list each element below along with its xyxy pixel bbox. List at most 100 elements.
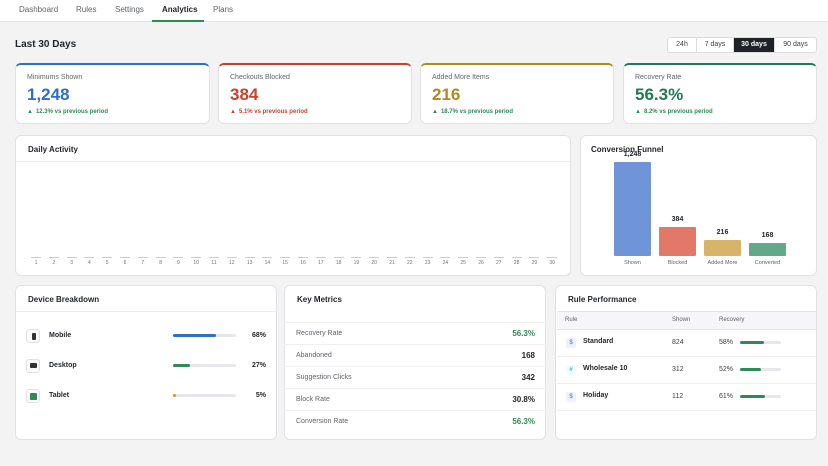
tab-analytics[interactable]: Analytics bbox=[162, 5, 198, 14]
funnel-stage-label: Added More bbox=[707, 260, 738, 266]
daily-bar-baseline bbox=[262, 257, 273, 258]
tab-dashboard[interactable]: Dashboard bbox=[19, 5, 59, 14]
kpi-value: 56.3% bbox=[635, 85, 684, 104]
range-90-days-button[interactable]: 90 days bbox=[783, 41, 808, 48]
day-tick-label: 1 bbox=[34, 260, 38, 266]
metric-label: Suggestion Clicks bbox=[296, 374, 352, 381]
table-row[interactable]: # Wholesale 10 312 52% bbox=[557, 357, 816, 384]
device-breakdown-card: Device Breakdown bbox=[15, 285, 277, 440]
day-tick-label: 6 bbox=[123, 260, 127, 266]
device-share-fill bbox=[173, 334, 216, 337]
daily-bar-baseline bbox=[440, 257, 451, 258]
daily-bar-baseline bbox=[84, 257, 95, 258]
funnel-value-label: 168 bbox=[761, 232, 774, 240]
range-30-days-button[interactable]: 30 days bbox=[734, 38, 775, 52]
daily-activity-title: Daily Activity bbox=[28, 145, 78, 154]
active-tab-indicator bbox=[152, 20, 204, 22]
daily-bar-baseline bbox=[351, 257, 362, 258]
daily-bar-baseline bbox=[209, 257, 219, 258]
kpi-trend-text: 5.1% vs previous period bbox=[238, 109, 308, 115]
day-tick-label: 21 bbox=[389, 260, 395, 266]
day-tick-label: 23 bbox=[424, 260, 431, 266]
desktop-icon bbox=[26, 359, 40, 373]
day-tick-label: 11 bbox=[211, 260, 217, 266]
metric-label: Abandoned bbox=[296, 352, 332, 359]
daily-bar-baseline bbox=[31, 257, 41, 258]
day-tick-label: 19 bbox=[353, 260, 360, 266]
key-metrics-title: Key Metrics bbox=[297, 295, 342, 304]
kpi-trend-text: 8.2% vs previous period bbox=[643, 109, 713, 115]
metric-label: Conversion Rate bbox=[296, 418, 349, 425]
day-tick-label: 3 bbox=[70, 260, 73, 266]
metric-value: 56.3% bbox=[512, 417, 535, 426]
metric-label: Block Rate bbox=[296, 396, 330, 403]
device-row-mobile: Mobile 68% bbox=[26, 329, 266, 343]
day-tick-label: 5 bbox=[105, 260, 109, 266]
day-tick-label: 10 bbox=[193, 260, 199, 266]
kpi-label: Added More Items bbox=[432, 74, 490, 81]
conversion-funnel-card: Conversion Funnel 1,248 Shown 384 Blocked 21… bbox=[580, 135, 817, 276]
recovery-bar-fill bbox=[740, 368, 762, 371]
kpi-trend-text: 12.3% vs previous period bbox=[35, 109, 108, 115]
dollar-icon: $ bbox=[566, 392, 576, 402]
recovery-bar bbox=[740, 395, 781, 398]
daily-bar-baseline bbox=[298, 257, 308, 258]
column-header-shown[interactable]: Shown bbox=[672, 317, 691, 323]
day-tick-label: 24 bbox=[442, 260, 449, 266]
metric-value: 168 bbox=[521, 351, 535, 360]
tab-plans[interactable]: Plans bbox=[213, 5, 234, 14]
daily-bar-baseline bbox=[120, 257, 130, 258]
rule-shown: 824 bbox=[672, 339, 684, 346]
funnel-bar-added-more bbox=[704, 239, 741, 256]
kpi-trend: ▲ 5.1% vs previous period bbox=[230, 109, 308, 115]
metric-row-abandoned: Abandoned 168 bbox=[284, 344, 546, 366]
kpi-trend-text: 18.7% vs previous period bbox=[440, 109, 513, 115]
rule-performance-card: Rule Performance bbox=[555, 285, 817, 440]
device-percentage: 68% bbox=[251, 332, 266, 339]
tablet-icon bbox=[26, 389, 40, 403]
daily-bar-baseline bbox=[315, 257, 326, 258]
funnel-stage-label: Shown bbox=[624, 260, 641, 266]
arrow-up-icon: ▲ bbox=[230, 109, 236, 115]
daily-bar-baseline bbox=[493, 257, 504, 258]
device-row-tablet: Tablet 5% bbox=[26, 389, 266, 403]
kpi-label: Minimums Shown bbox=[27, 74, 83, 81]
daily-bar-baseline bbox=[529, 257, 540, 258]
funnel-bar-shown bbox=[614, 162, 651, 256]
funnel-bar-blocked bbox=[659, 227, 696, 256]
arrow-up-icon: ▲ bbox=[432, 109, 438, 115]
rule-name: Standard bbox=[583, 338, 614, 345]
metric-value: 56.3% bbox=[512, 329, 535, 338]
metric-value: 30.8% bbox=[512, 395, 535, 404]
day-tick-label: 2 bbox=[52, 260, 56, 266]
kpi-label: Recovery Rate bbox=[635, 74, 682, 81]
device-percentage: 5% bbox=[255, 392, 266, 399]
column-header-rule[interactable]: Rule bbox=[565, 317, 578, 323]
day-tick-label: 13 bbox=[246, 260, 253, 266]
kpi-trend: ▲ 12.3% vs previous period bbox=[27, 109, 108, 115]
device-share-fill bbox=[173, 394, 177, 397]
table-row[interactable]: $ Standard 824 58% bbox=[557, 330, 816, 357]
range-24h-button[interactable]: 24h bbox=[668, 38, 697, 52]
day-tick-label: 25 bbox=[460, 260, 466, 266]
daily-bar-baseline bbox=[547, 257, 558, 258]
rule-recovery: 61% bbox=[719, 393, 734, 400]
daily-bar-baseline bbox=[458, 257, 469, 258]
tab-settings[interactable]: Settings bbox=[115, 5, 144, 14]
daily-bar-baseline bbox=[476, 257, 486, 258]
table-row[interactable]: $ Holiday 112 61% bbox=[557, 384, 816, 411]
device-share-bar bbox=[173, 394, 236, 397]
date-range-selector: 24h 7 days 30 days 90 days bbox=[667, 37, 817, 53]
metric-row-conversion-rate: Conversion Rate 56.3% bbox=[284, 410, 546, 432]
daily-bar-baseline bbox=[102, 257, 113, 258]
tab-rules[interactable]: Rules bbox=[76, 5, 97, 14]
day-tick-label: 28 bbox=[513, 260, 520, 266]
kpi-value: 384 bbox=[230, 85, 259, 104]
device-name: Desktop bbox=[49, 362, 77, 369]
kpi-card-recovery-rate: Recovery Rate 56.3% ▲ 8.2% vs previous pe… bbox=[623, 63, 817, 124]
range-7-days-button[interactable]: 7 days bbox=[697, 38, 734, 52]
rule-shown: 112 bbox=[672, 393, 684, 400]
recovery-bar bbox=[740, 341, 781, 344]
day-tick-label: 4 bbox=[88, 260, 91, 266]
column-header-recovery[interactable]: Recovery bbox=[719, 317, 745, 323]
